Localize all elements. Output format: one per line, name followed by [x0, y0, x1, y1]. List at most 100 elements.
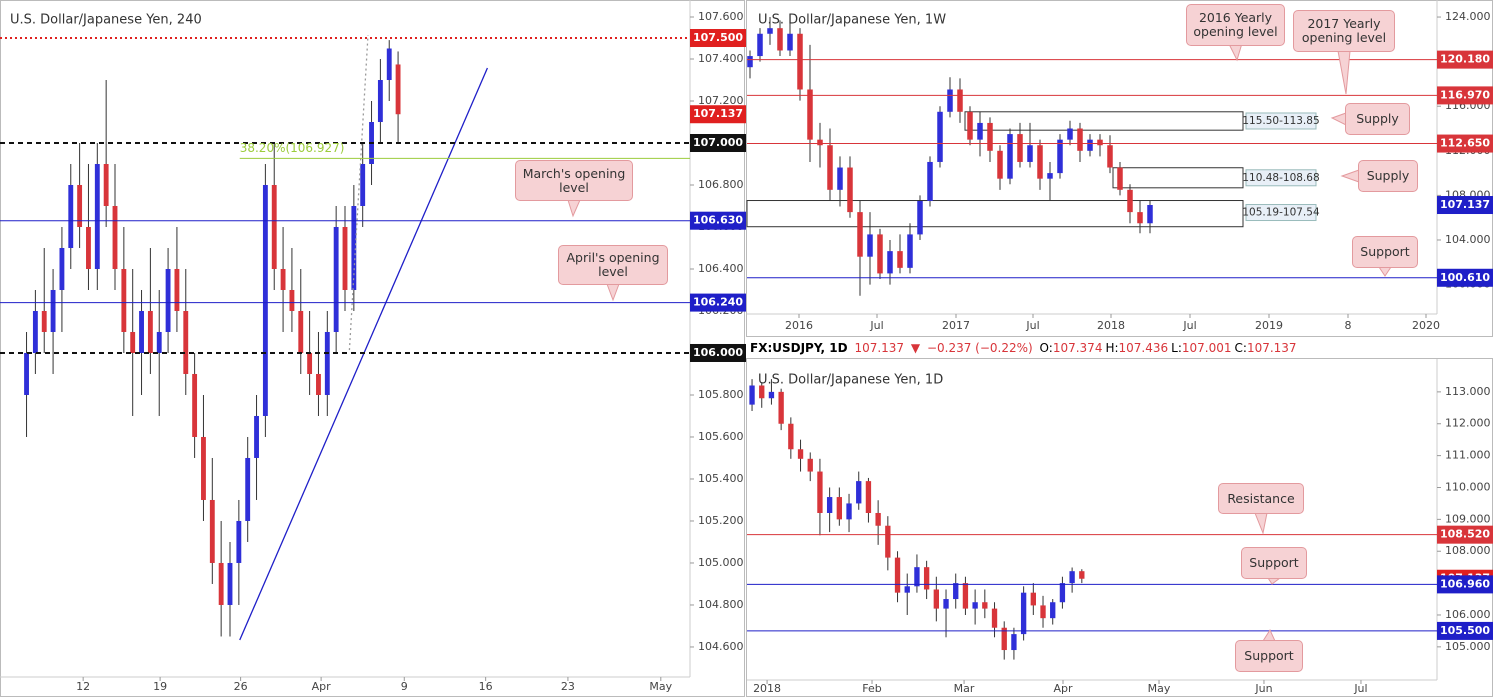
candle-body [977, 122, 983, 140]
price-tag [1437, 525, 1493, 544]
candle-body [1097, 139, 1103, 146]
x-tick-label: Feb [862, 682, 881, 695]
candle-body [904, 586, 910, 593]
zone [1112, 167, 1244, 189]
price-tag [690, 29, 746, 48]
x-tick-label: 2019 [1255, 319, 1283, 332]
price-tag-label: 112.650 [1440, 137, 1490, 150]
candle-body [1050, 602, 1056, 619]
callout-pointer [1330, 112, 1347, 126]
candle-body [1027, 145, 1033, 162]
price-tag [1437, 575, 1493, 594]
candle-body [1077, 128, 1083, 151]
candle-body [121, 268, 127, 332]
candle-body [997, 150, 1003, 179]
callout: March's opening level [515, 160, 633, 201]
candle-body [1059, 583, 1066, 603]
symbol: FX:USDJPY, 1D [750, 341, 848, 355]
price-tag [690, 134, 746, 153]
candle-body [847, 167, 853, 213]
candle-body [209, 499, 215, 563]
candle-body [1040, 605, 1046, 619]
info-bar: FX:USDJPY, 1D 107.137 ▼ −0.237 (−0.22%) … [750, 339, 1300, 358]
candle-body [757, 33, 763, 57]
candle-body [254, 415, 259, 458]
x-tick-label: Apr [1053, 682, 1073, 695]
price-tag-label: 107.137 [693, 107, 743, 120]
candle-body [218, 562, 224, 605]
candle-body [827, 145, 833, 190]
x-tick-label: May [649, 680, 672, 693]
candle-body [797, 33, 803, 90]
candle-body [972, 602, 978, 609]
field-label: O: [1039, 341, 1053, 355]
x-tick-label: Jul [869, 319, 883, 332]
candle-body [1017, 134, 1023, 162]
x-tick-label: Jul [1025, 319, 1039, 332]
candle-body [1087, 139, 1093, 151]
candle-body [826, 497, 833, 513]
field-value: 107.374 [1052, 341, 1103, 355]
price-tag [1437, 268, 1493, 287]
candle-body [807, 89, 813, 140]
candle-body [777, 28, 783, 51]
candle-body [1127, 189, 1133, 213]
candle-body [947, 89, 953, 112]
candle-body [165, 268, 171, 332]
price-tag-label: 106.000 [693, 346, 743, 359]
price-tag-label: 106.240 [693, 296, 743, 309]
candle-body [227, 562, 233, 605]
candle-body [1020, 592, 1027, 635]
y-tick-label: 105.800 [698, 388, 744, 401]
y-tick-label: 110.000 [1445, 480, 1491, 493]
callout: Support [1235, 640, 1303, 672]
candle-body [307, 352, 313, 374]
candle-body [1107, 145, 1113, 168]
candle-body [1047, 173, 1053, 179]
candle-body [50, 289, 56, 332]
trend-line [239, 67, 489, 641]
x-tick-label: 19 [153, 680, 167, 693]
candle-body [156, 331, 162, 353]
zone-label-box [1245, 169, 1317, 187]
level-text: 38.20%(106.927) [240, 141, 345, 155]
x-tick-label: 16 [479, 680, 493, 693]
candle-body [907, 234, 913, 268]
candle-body [24, 352, 29, 395]
callout: Support [1241, 547, 1307, 579]
candle-body [857, 212, 863, 257]
last-price: 107.137 [854, 341, 905, 355]
candle-body [817, 139, 823, 146]
x-tick-label: 9 [401, 680, 408, 693]
candle-body [885, 525, 891, 558]
candle-body [1067, 128, 1073, 140]
callout: Support [1352, 236, 1418, 268]
candle-body [865, 481, 872, 513]
candle-body [377, 80, 383, 123]
y-tick-label: 105.000 [698, 556, 744, 569]
y-tick-label: 106.800 [698, 178, 744, 191]
candle-body [1147, 205, 1153, 224]
candle-body [836, 497, 843, 520]
y-tick-label: 105.000 [1445, 640, 1491, 653]
x-tick-label: Jul [1182, 319, 1196, 332]
y-tick-label: 105.200 [698, 514, 744, 527]
candle-body [894, 557, 901, 593]
candle-body [768, 391, 775, 399]
candle-body [333, 226, 339, 332]
candle-body [236, 520, 242, 563]
candle-body [1069, 571, 1075, 584]
field-value: 107.001 [1181, 341, 1232, 355]
candle-body [1011, 634, 1017, 651]
x-tick-label: 26 [234, 680, 248, 693]
candle-body [778, 391, 784, 424]
field-label: L: [1171, 341, 1182, 355]
callout-pointer [567, 199, 581, 218]
price-tag-label: 116.970 [1440, 88, 1490, 101]
price-tag-label: 107.500 [693, 31, 743, 44]
price-tag [1437, 50, 1493, 69]
x-tick-label: 23 [561, 680, 575, 693]
candle-body [917, 200, 923, 235]
price-tag-label: 120.180 [1440, 53, 1490, 66]
